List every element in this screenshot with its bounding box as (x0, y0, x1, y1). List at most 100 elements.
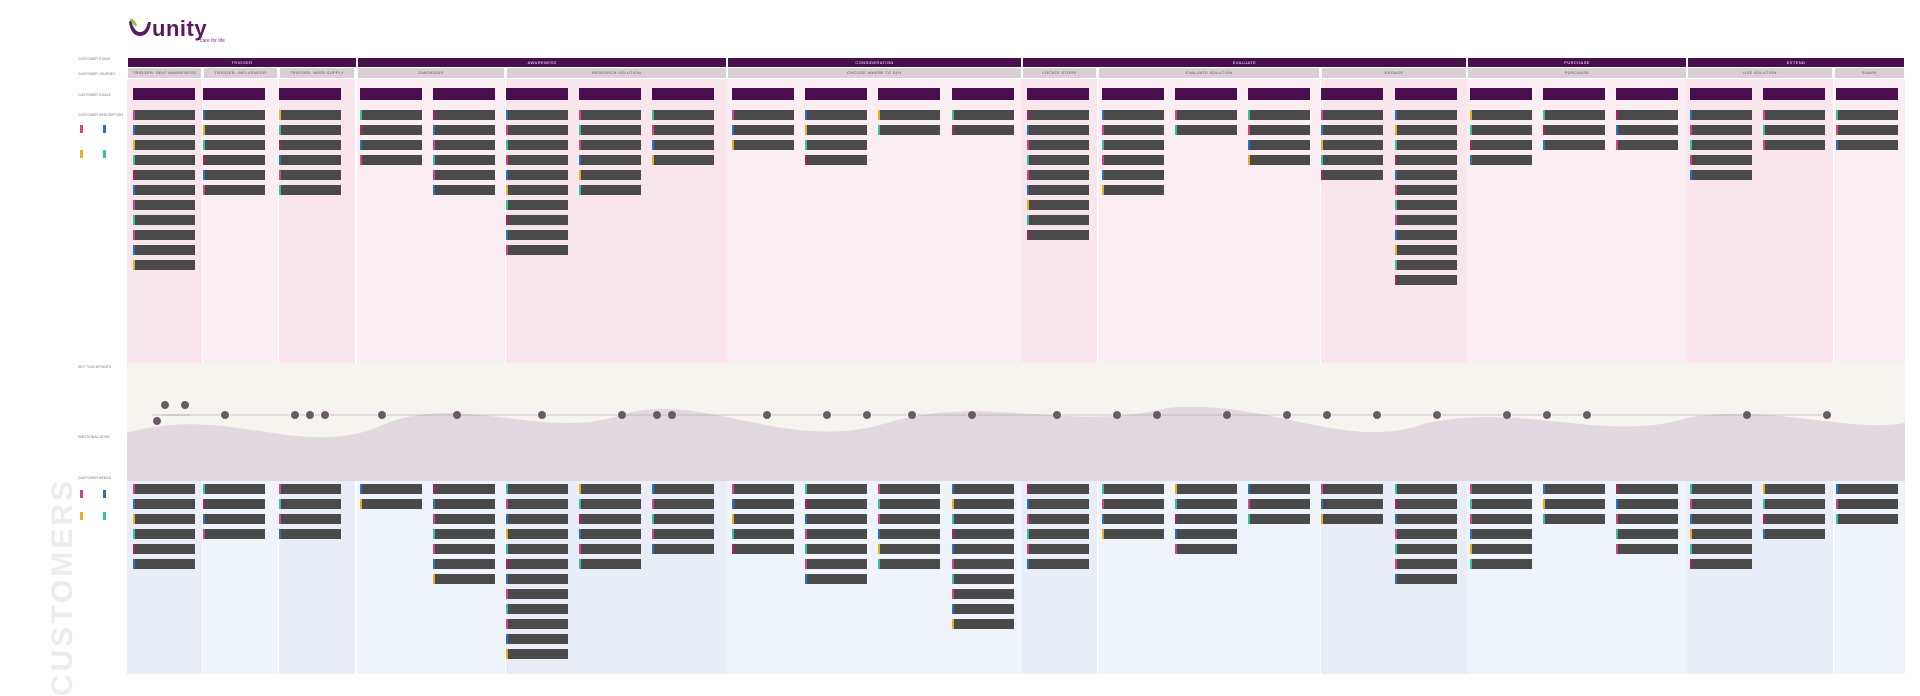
need-card (1102, 484, 1164, 494)
thought-card (1248, 155, 1310, 165)
thought-card (279, 140, 341, 150)
thought-card (433, 155, 495, 165)
need-card (1175, 484, 1237, 494)
thought-card (805, 110, 867, 120)
thought-card (506, 200, 568, 210)
legend-swatch (103, 512, 106, 520)
need-card (952, 619, 1014, 629)
need-card (1690, 514, 1752, 524)
thought-card (1027, 215, 1089, 225)
touchpoint-node (1053, 411, 1061, 419)
thought-card (1395, 215, 1457, 225)
need-card (1616, 499, 1678, 509)
need-card (1836, 484, 1898, 494)
need-card (133, 484, 195, 494)
need-card (1470, 484, 1532, 494)
need-card (805, 544, 867, 554)
touchpoint-node (1503, 411, 1511, 419)
thought-card (1027, 230, 1089, 240)
goal-card (952, 88, 1014, 100)
thought-card (805, 140, 867, 150)
goal-card (652, 88, 714, 100)
need-card (1102, 514, 1164, 524)
need-card (1763, 484, 1825, 494)
need-card (506, 574, 568, 584)
need-card (805, 484, 867, 494)
thought-card (506, 185, 568, 195)
need-card (1763, 529, 1825, 539)
thought-card (1102, 170, 1164, 180)
thought-card (1690, 125, 1752, 135)
need-card (279, 499, 341, 509)
touchpoint-node (1433, 411, 1441, 419)
touchpoint-node (453, 411, 461, 419)
step-header: EVALUATE SOLUTION (1099, 68, 1319, 78)
column-lower (1022, 481, 1097, 674)
row-label-touchpoints: KEY TOUCHPOINTS (78, 365, 112, 369)
thought-card (133, 245, 195, 255)
thought-card (133, 200, 195, 210)
need-card (1763, 514, 1825, 524)
thought-card (506, 110, 568, 120)
thought-card (1395, 275, 1457, 285)
need-card (506, 604, 568, 614)
need-card (952, 574, 1014, 584)
step-header: PURCHASE (1468, 68, 1686, 78)
need-card (1470, 529, 1532, 539)
legend-swatch (80, 150, 83, 158)
step-header: TRIGGER: NEED SUPPLY (280, 68, 354, 78)
brand-name: unity (152, 16, 208, 41)
thought-card (279, 170, 341, 180)
thought-card (579, 125, 641, 135)
need-card (133, 529, 195, 539)
legend-swatch (80, 512, 83, 520)
need-card (1395, 514, 1457, 524)
touchpoint-node (863, 411, 871, 419)
goal-card (805, 88, 867, 100)
thought-card (1395, 155, 1457, 165)
touchpoint-node (1543, 411, 1551, 419)
thought-card (1543, 110, 1605, 120)
need-card (1027, 499, 1089, 509)
thought-card (133, 110, 195, 120)
need-card (878, 499, 940, 509)
need-card (1321, 514, 1383, 524)
goal-card (1027, 88, 1089, 100)
thought-card (279, 110, 341, 120)
thought-card (203, 170, 265, 180)
thought-card (203, 155, 265, 165)
row-label-stage: CUSTOMER STAGE (78, 57, 111, 61)
column-lower (203, 481, 278, 674)
need-card (732, 529, 794, 539)
thought-card (1248, 140, 1310, 150)
touchpoint-node (1283, 411, 1291, 419)
need-card (1175, 544, 1237, 554)
column-lower (1467, 481, 1687, 674)
thought-card (1395, 185, 1457, 195)
thought-card (1395, 260, 1457, 270)
goal-card (1690, 88, 1752, 100)
legend-swatch (80, 125, 83, 133)
legend-swatch (80, 490, 83, 498)
need-card (579, 544, 641, 554)
row-label-journey: CUSTOMER JOURNEY (78, 72, 116, 76)
thought-card (652, 140, 714, 150)
need-card (1395, 559, 1457, 569)
need-card (1175, 529, 1237, 539)
need-card (360, 499, 422, 509)
need-card (433, 559, 495, 569)
thought-card (1027, 185, 1089, 195)
thought-card (1321, 125, 1383, 135)
need-card (506, 514, 568, 524)
step-header: DIAGNOSIS (358, 68, 504, 78)
need-card (732, 514, 794, 524)
thought-card (1395, 110, 1457, 120)
phase-header: EVALUATE (1023, 58, 1466, 67)
thought-card (652, 110, 714, 120)
need-card (878, 544, 940, 554)
thought-card (652, 155, 714, 165)
need-card (506, 499, 568, 509)
step-header: CHOOSE WHERE TO BUY (728, 68, 1021, 78)
thought-card (1321, 155, 1383, 165)
need-card (579, 484, 641, 494)
